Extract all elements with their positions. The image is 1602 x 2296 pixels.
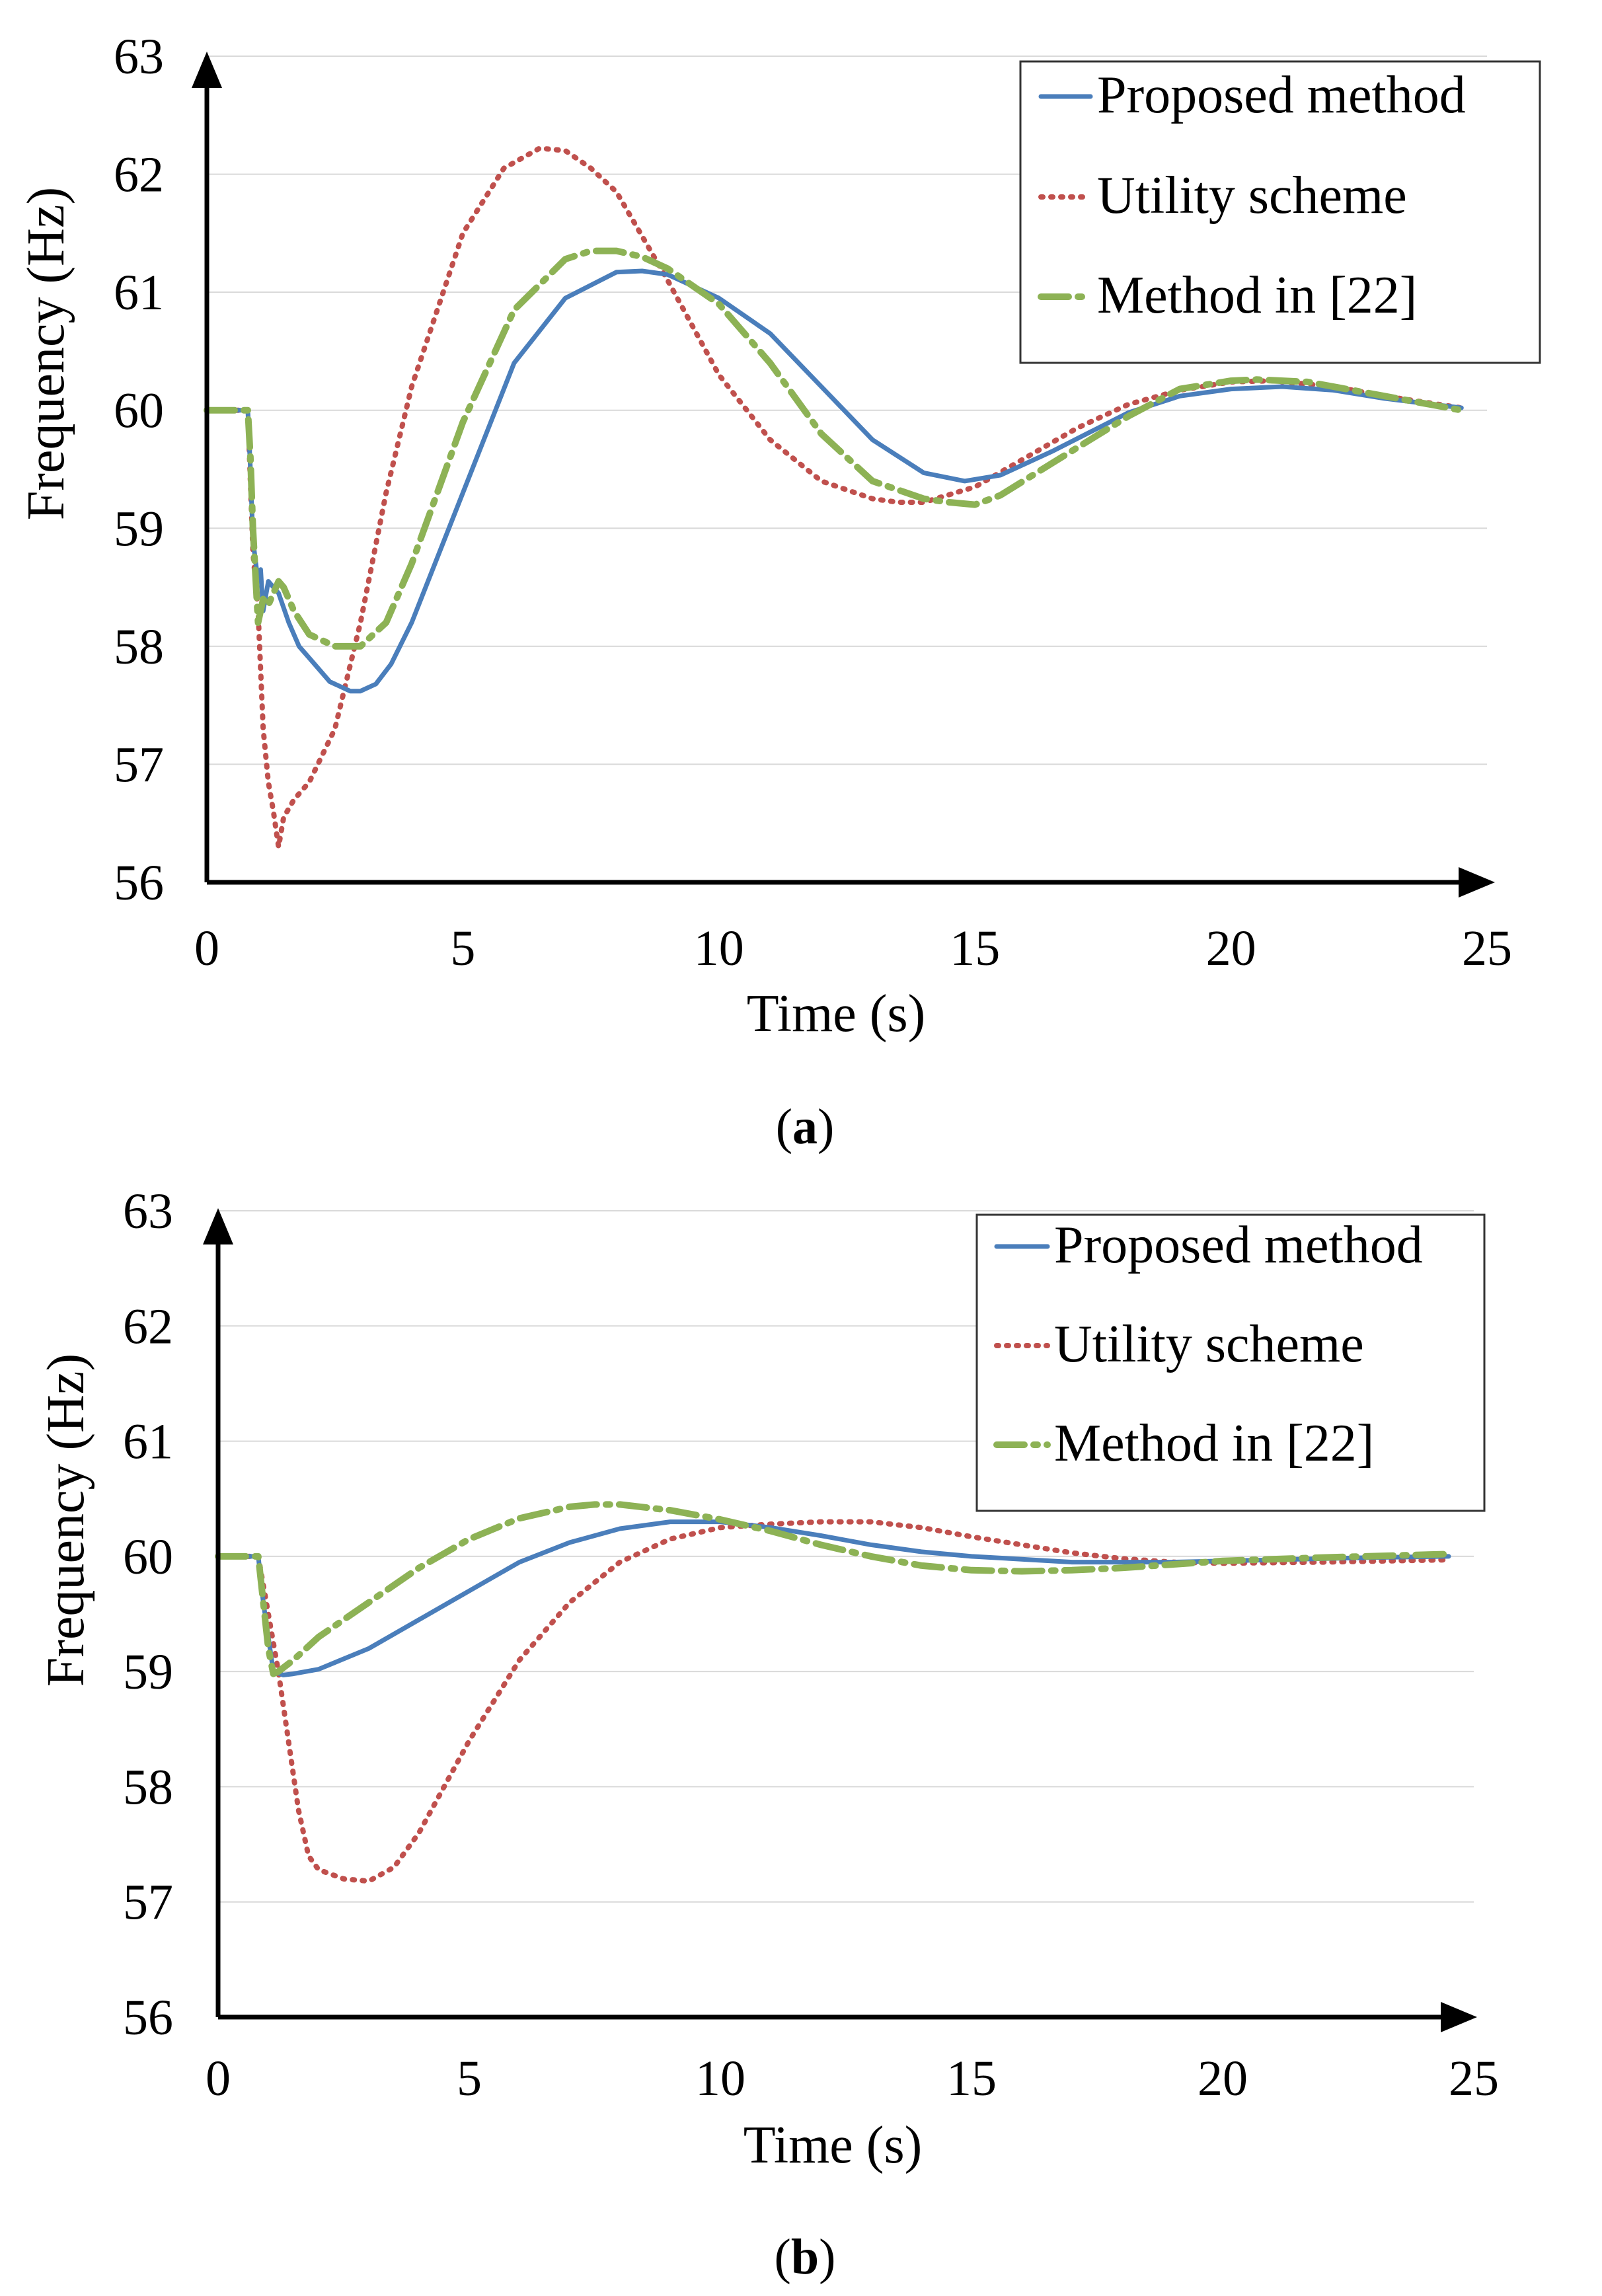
legend-items: Proposed method Utility scheme Method in [… bbox=[1038, 66, 1466, 325]
y-tick-label: 63 bbox=[123, 1184, 173, 1239]
gridlines bbox=[207, 56, 1487, 765]
x-tick-label: 25 bbox=[1462, 921, 1512, 976]
x-tick-label: 10 bbox=[695, 2051, 745, 2106]
x-tick-label: 0 bbox=[194, 921, 219, 976]
legend-items: Proposed method Utility scheme Method in [… bbox=[993, 1216, 1423, 1473]
series-line-dash-dot bbox=[215, 1501, 1452, 1677]
y-axis-title: Frequency (Hz) bbox=[37, 1354, 95, 1687]
x-tick-label: 20 bbox=[1198, 2051, 1248, 2106]
x-tick-labels: 0 5 10 15 20 25 bbox=[206, 2051, 1499, 2106]
y-axis-arrow bbox=[203, 1208, 233, 1244]
y-tick-label: 63 bbox=[114, 29, 164, 85]
legend-box bbox=[975, 1213, 1486, 1512]
y-tick-label: 60 bbox=[114, 383, 164, 439]
x-tick-label: 5 bbox=[457, 2051, 482, 2106]
y-tick-labels: 56 57 58 59 60 61 62 63 bbox=[114, 29, 164, 911]
x-tick-label: 15 bbox=[950, 921, 1000, 976]
legend-label: Method in [22] bbox=[1097, 266, 1417, 325]
legend: Proposed method Utility scheme Method in [… bbox=[1019, 60, 1541, 364]
legend-label: Utility scheme bbox=[1054, 1315, 1364, 1373]
y-tick-label: 61 bbox=[114, 265, 164, 321]
chart-panel-a: 56 57 58 59 60 61 62 63 0 5 10 15 20 25 Frequency (H… bbox=[17, 29, 1541, 1155]
y-tick-label: 57 bbox=[123, 1875, 173, 1931]
x-axis-title: Time (s) bbox=[747, 985, 925, 1043]
y-tick-label: 61 bbox=[123, 1414, 173, 1470]
x-axis-title: Time (s) bbox=[744, 2116, 922, 2174]
y-tick-labels: 56 57 58 59 60 61 62 63 bbox=[123, 1184, 173, 2046]
x-axis-arrow bbox=[1459, 867, 1495, 898]
x-tick-label: 5 bbox=[450, 921, 475, 976]
legend: Proposed method Utility scheme Method in [… bbox=[975, 1213, 1486, 1512]
legend-label: Utility scheme bbox=[1097, 167, 1407, 225]
x-tick-label: 20 bbox=[1206, 921, 1256, 976]
legend-box bbox=[1019, 60, 1541, 364]
y-tick-label: 58 bbox=[114, 619, 164, 675]
panel-caption: (b) bbox=[775, 2229, 836, 2285]
x-axis-arrow bbox=[1441, 2002, 1477, 2032]
y-tick-label: 57 bbox=[114, 737, 164, 792]
chart-panel-b: 56 57 58 59 60 61 62 63 0 5 10 15 20 25 Frequency (H… bbox=[37, 1184, 1499, 2285]
series-line-dash-dot bbox=[204, 247, 1465, 650]
legend-label: Proposed method bbox=[1097, 66, 1466, 124]
y-tick-label: 58 bbox=[123, 1759, 173, 1815]
x-tick-label: 15 bbox=[946, 2051, 997, 2106]
y-tick-label: 62 bbox=[114, 147, 164, 203]
legend-label: Proposed method bbox=[1054, 1216, 1423, 1274]
series-line-dotted bbox=[204, 145, 1465, 850]
panel-caption: (a) bbox=[776, 1099, 835, 1155]
panel-caption-letter: a bbox=[792, 1099, 818, 1155]
panel-caption-letter: b bbox=[791, 2229, 819, 2285]
y-tick-label: 59 bbox=[123, 1644, 173, 1700]
y-axis-arrow bbox=[192, 52, 222, 88]
legend-label: Method in [22] bbox=[1054, 1414, 1374, 1473]
x-tick-label: 0 bbox=[206, 2051, 231, 2106]
y-tick-label: 60 bbox=[123, 1529, 173, 1585]
x-tick-label: 25 bbox=[1449, 2051, 1499, 2106]
series-layer bbox=[204, 145, 1465, 850]
axes bbox=[192, 52, 1495, 898]
x-tick-label: 10 bbox=[694, 921, 744, 976]
x-tick-labels: 0 5 10 15 20 25 bbox=[194, 921, 1512, 976]
series-layer bbox=[215, 1501, 1452, 1884]
y-tick-label: 56 bbox=[123, 1990, 173, 2046]
series-line-dotted bbox=[215, 1519, 1451, 1884]
y-tick-label: 62 bbox=[123, 1299, 173, 1354]
y-axis-title: Frequency (Hz) bbox=[17, 187, 75, 520]
y-tick-label: 56 bbox=[114, 855, 164, 911]
axes bbox=[203, 1208, 1477, 2032]
y-tick-label: 59 bbox=[114, 501, 164, 556]
